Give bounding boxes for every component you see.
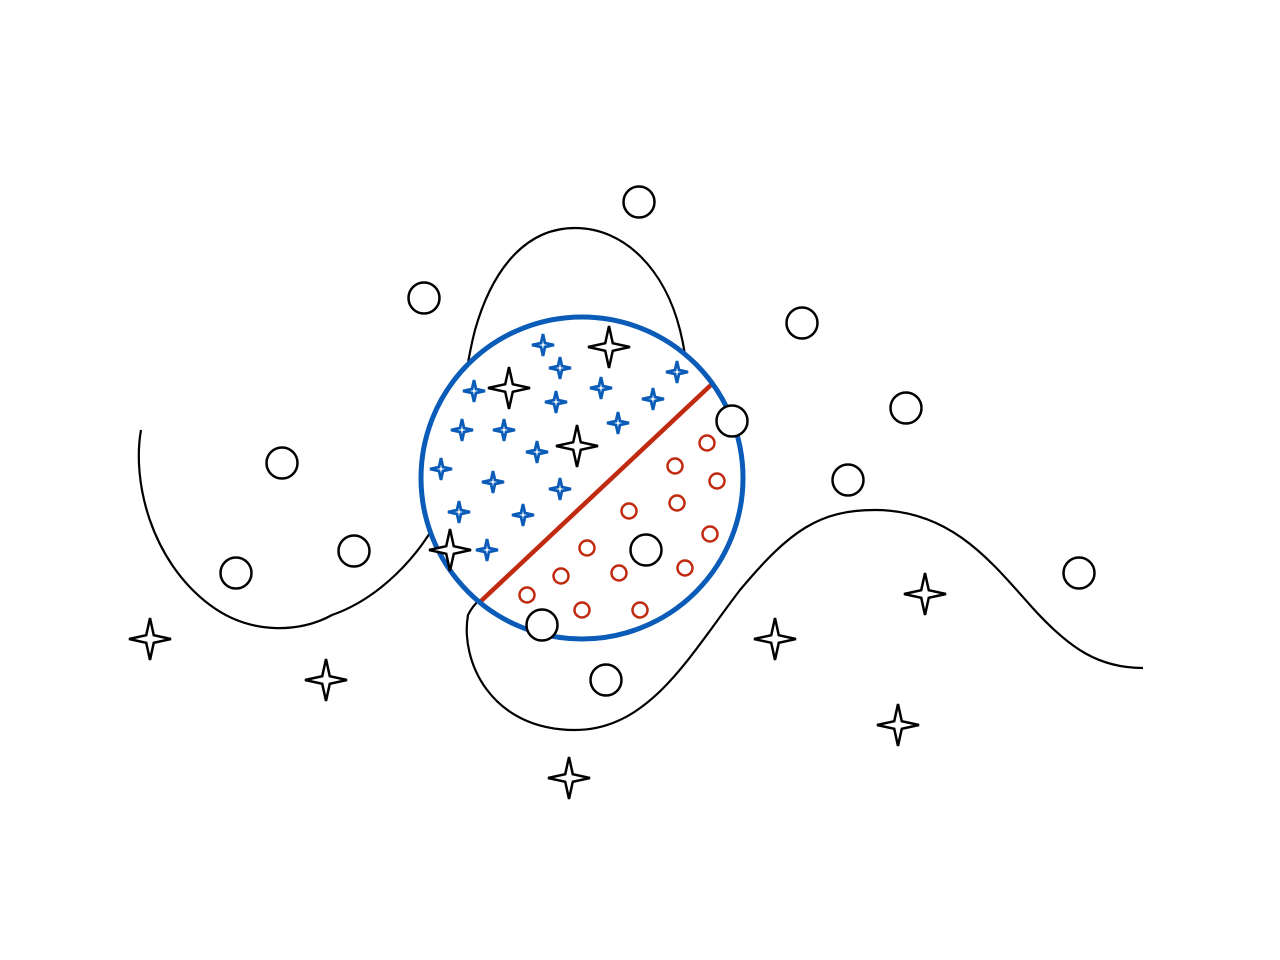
outer-class-circle — [1062, 556, 1096, 590]
sample-circle — [698, 434, 716, 452]
outer-class-circle — [589, 663, 623, 697]
sample-circle — [666, 457, 684, 475]
sample-circle — [708, 472, 726, 490]
inner-circles-group — [518, 434, 726, 619]
sample-star — [525, 440, 549, 464]
outer-class-circle — [265, 446, 299, 480]
outer-class-circle — [525, 608, 559, 642]
sample-circle — [668, 494, 686, 512]
inner-stars-group — [429, 333, 689, 562]
local-neighborhood-circle — [418, 314, 746, 642]
sample-circle — [573, 601, 591, 619]
outer-class-circle — [407, 281, 441, 315]
outer-class-star — [876, 703, 920, 747]
sample-star — [548, 477, 572, 501]
outer-class-star — [304, 658, 348, 702]
outer-circles-group — [219, 185, 1096, 697]
outer-class-star — [753, 617, 797, 661]
outer-class-star — [428, 528, 472, 572]
sample-star — [531, 333, 555, 357]
sample-circle — [610, 564, 628, 582]
local-linear-separator — [478, 382, 714, 604]
sample-circle — [701, 525, 719, 543]
outer-class-circle — [219, 556, 253, 590]
sample-star — [665, 360, 689, 384]
sample-star — [589, 376, 613, 400]
sample-star — [544, 390, 568, 414]
outer-stars-group — [128, 572, 947, 800]
sample-circle — [552, 567, 570, 585]
outer-class-circle — [831, 463, 865, 497]
sample-star — [606, 411, 630, 435]
outer-class-star — [555, 424, 599, 468]
sample-star — [429, 457, 453, 481]
outer-class-circle — [337, 534, 371, 568]
outer-class-circle — [889, 391, 923, 425]
sample-star — [481, 470, 505, 494]
sample-circle — [518, 586, 536, 604]
sample-star — [641, 387, 665, 411]
outer-class-star — [487, 366, 531, 410]
overlay-items-group — [428, 325, 749, 642]
sample-circle — [676, 559, 694, 577]
sample-circle — [620, 502, 638, 520]
outer-class-star — [903, 572, 947, 616]
outer-class-circle — [785, 306, 819, 340]
sample-star — [475, 538, 499, 562]
outer-class-star — [128, 617, 172, 661]
sample-star — [548, 356, 572, 380]
outer-class-star — [587, 325, 631, 369]
sample-star — [511, 503, 535, 527]
outer-class-circle — [715, 404, 749, 438]
sample-star — [462, 379, 486, 403]
sample-circle — [631, 601, 649, 619]
sample-star — [492, 418, 516, 442]
sample-star — [450, 418, 474, 442]
sample-star — [447, 500, 471, 524]
outer-class-star — [547, 756, 591, 800]
sample-circle — [578, 539, 596, 557]
outer-class-circle — [629, 533, 663, 567]
outer-class-circle — [622, 185, 656, 219]
